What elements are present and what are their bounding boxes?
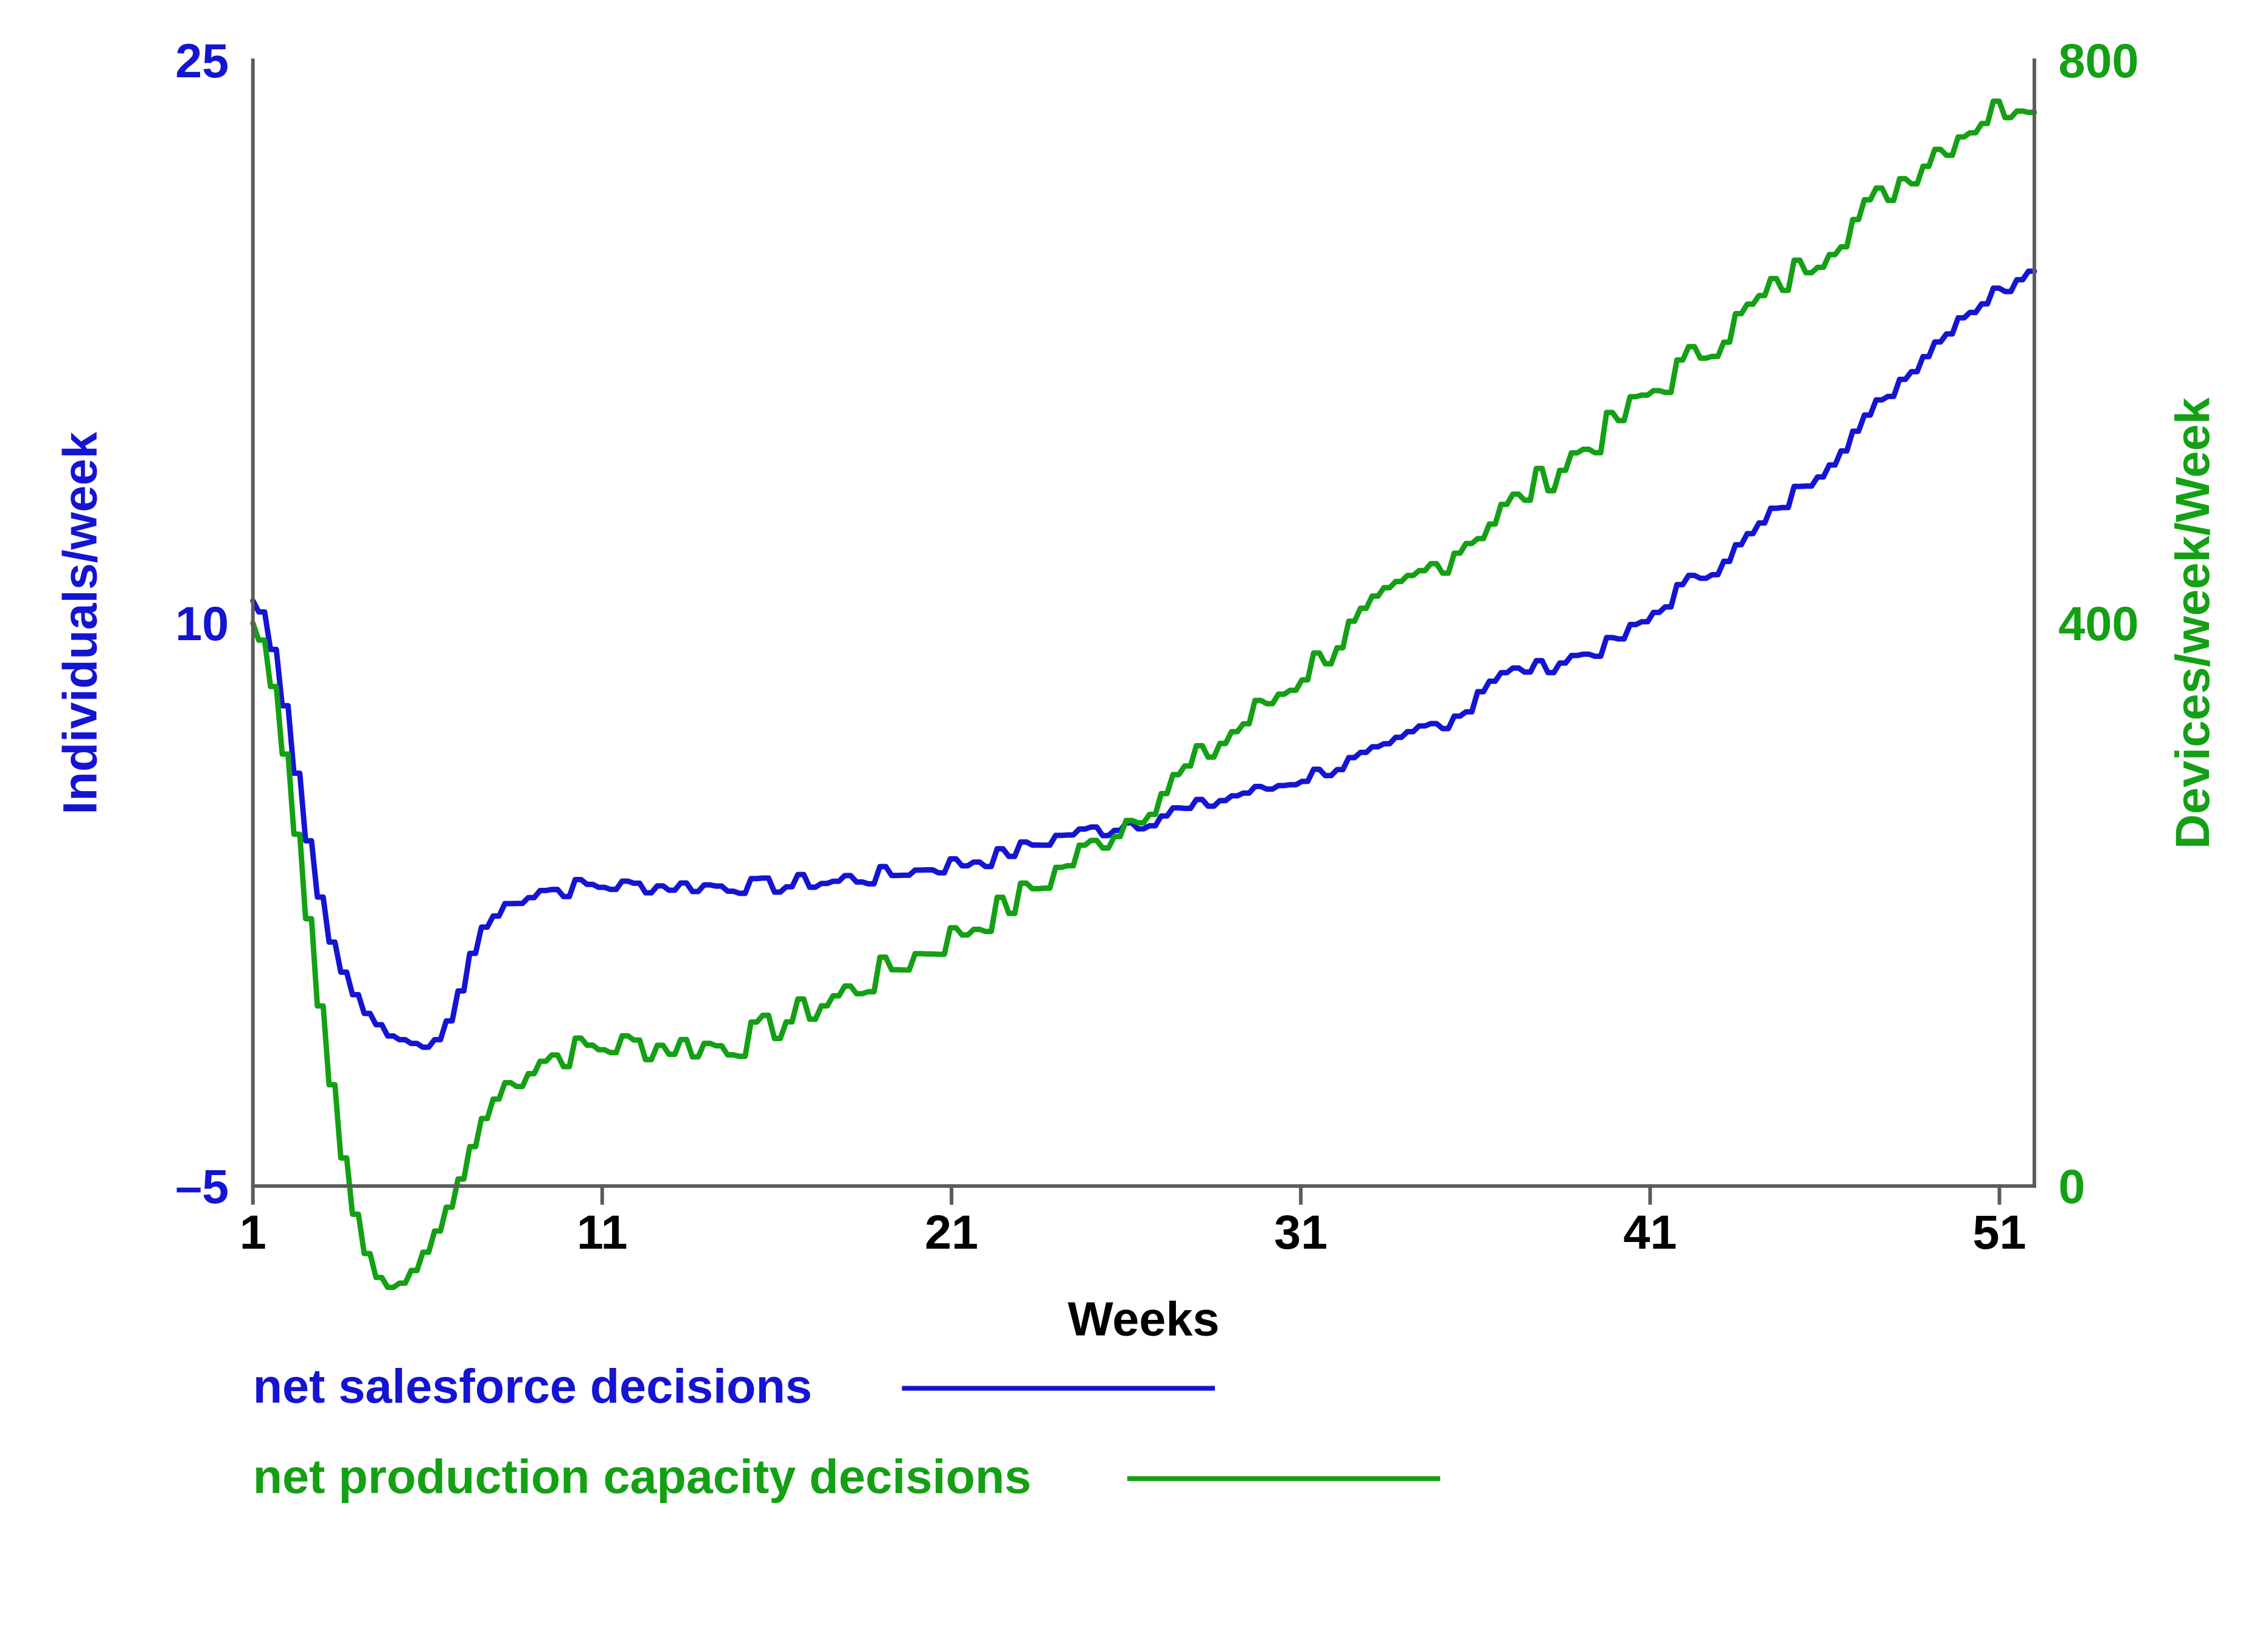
x-axis-label: Weeks (1068, 1291, 1219, 1345)
legend-label: net salesforce decisions (253, 1359, 812, 1413)
x-tick-label: 31 (1274, 1205, 1327, 1259)
y-right-tick-label: 400 (2059, 596, 2139, 651)
y-left-tick-label: –5 (175, 1159, 229, 1213)
x-tick-label: 21 (925, 1205, 978, 1259)
x-tick-label: 1 (240, 1205, 266, 1259)
y-left-tick-label: 10 (175, 596, 229, 651)
x-tick-label: 11 (577, 1205, 628, 1259)
y-left-axis-label: Individuals/week (53, 431, 107, 815)
dual-axis-line-chart: 11121314151Weeks–51025Individuals/week04… (0, 0, 2268, 1629)
y-right-tick-label: 800 (2059, 33, 2139, 88)
x-tick-label: 51 (1973, 1205, 2026, 1259)
legend-label: net production capacity decisions (253, 1449, 1031, 1504)
chart-svg: 11121314151Weeks–51025Individuals/week04… (12, 12, 2256, 1617)
y-left-tick-label: 25 (175, 33, 229, 88)
y-right-axis-label: Devices/week/Week (2165, 397, 2219, 849)
x-tick-label: 41 (1623, 1205, 1677, 1259)
y-right-tick-label: 0 (2059, 1159, 2085, 1213)
